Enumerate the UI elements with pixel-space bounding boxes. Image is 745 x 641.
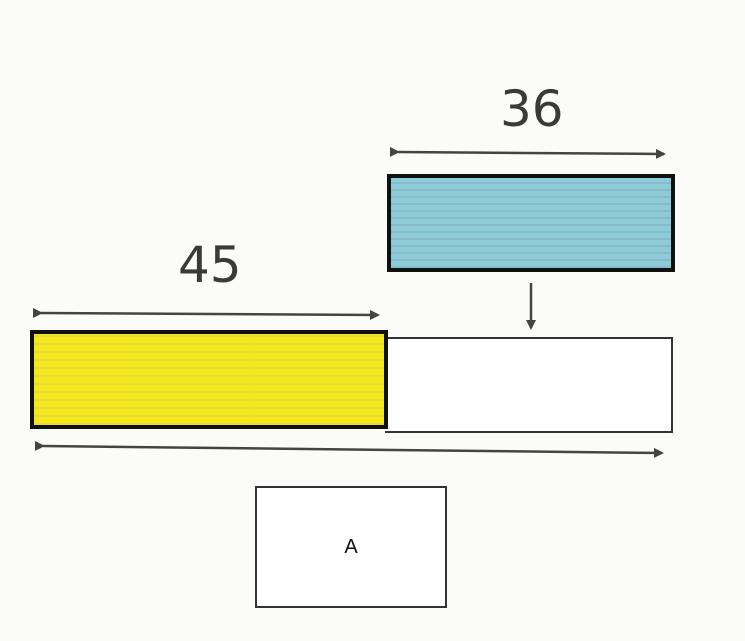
width-arrow-45 <box>32 307 380 320</box>
width-arrow-36 <box>389 146 666 159</box>
total-width-arrow <box>34 440 664 458</box>
answer-box[interactable]: A <box>255 486 447 608</box>
empty-segment <box>385 337 673 433</box>
value-label-45: 45 <box>178 236 242 294</box>
yellow-bar <box>30 330 388 429</box>
answer-label: A <box>344 535 358 558</box>
blue-bar <box>387 174 675 272</box>
value-label-36: 36 <box>500 80 564 138</box>
